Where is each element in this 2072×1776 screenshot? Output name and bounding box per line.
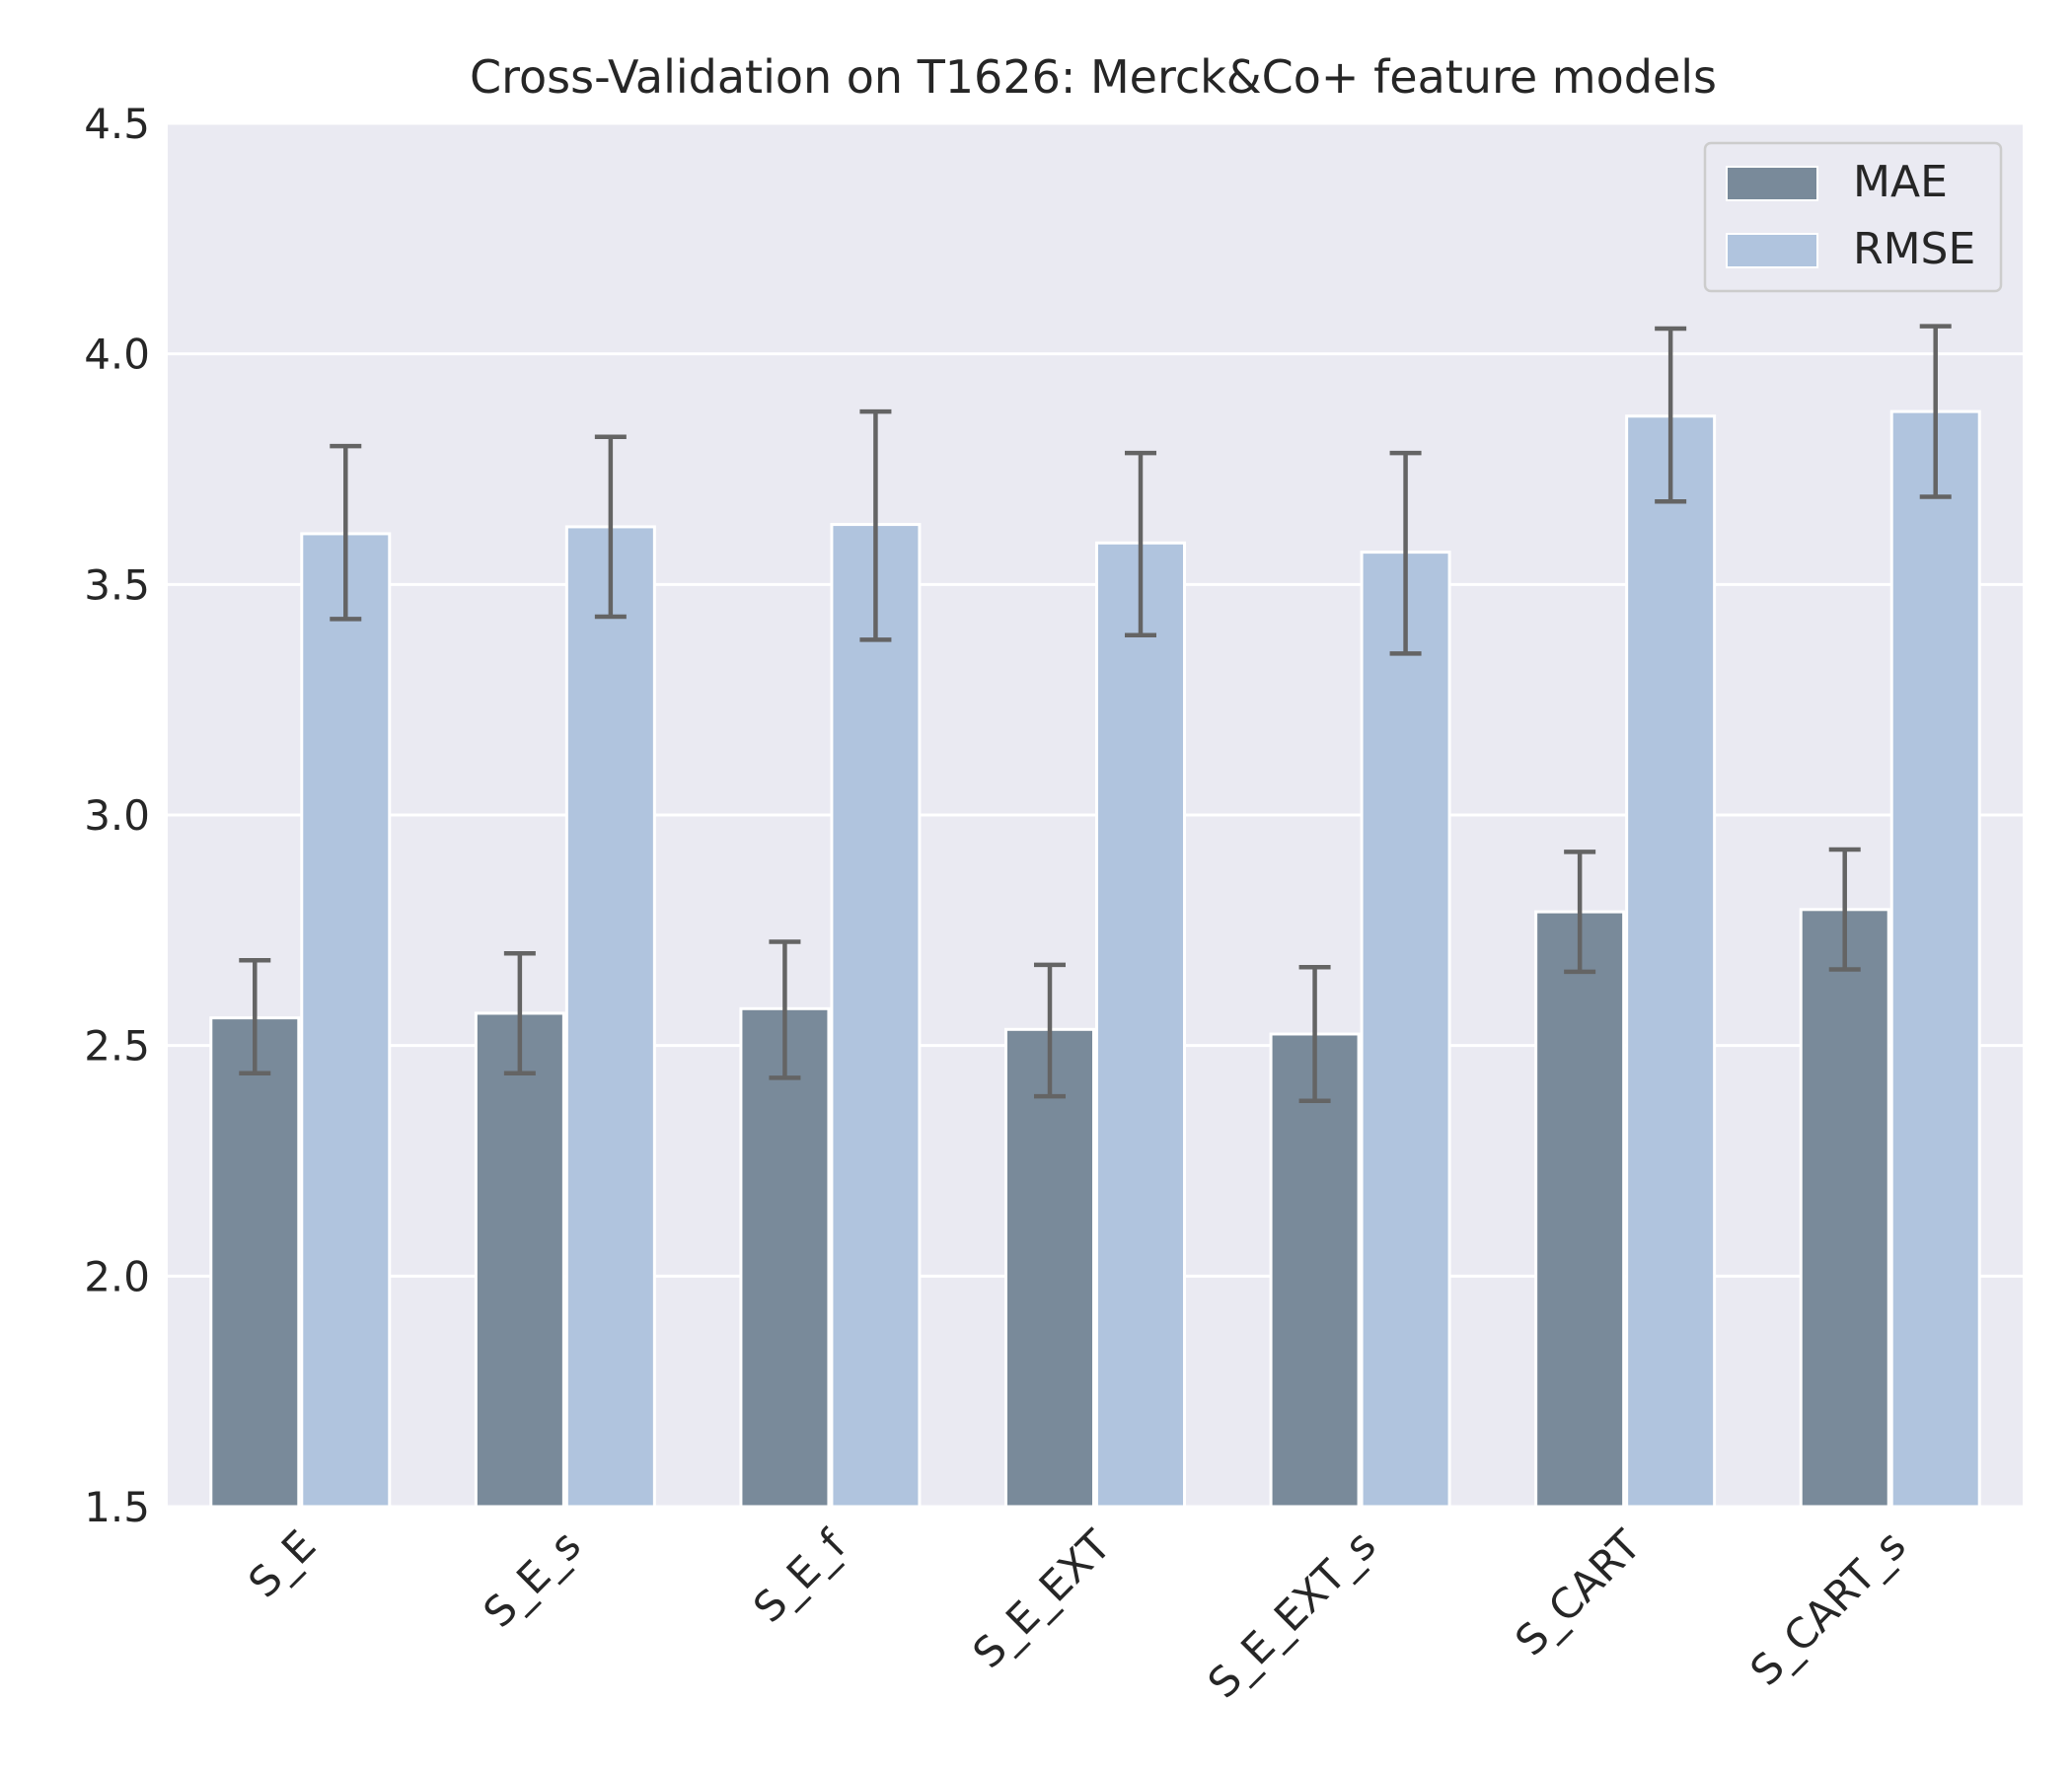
y-tick-label: 3.0	[84, 791, 150, 840]
y-tick-label: 4.0	[84, 331, 150, 379]
bar-mae	[1004, 1027, 1095, 1509]
legend-swatch-rmse	[1726, 233, 1818, 268]
legend: MAE RMSE	[1703, 141, 2003, 293]
x-tick-label: S_CART_s	[1740, 1520, 1914, 1694]
bar-mae	[1269, 1032, 1361, 1509]
x-tick-label: S_E_EXT	[963, 1520, 1120, 1677]
bar-mae	[1534, 910, 1626, 1509]
legend-label-rmse: RMSE	[1853, 224, 1975, 274]
y-tick-label: 1.5	[84, 1483, 150, 1531]
bar-mae	[474, 1011, 565, 1509]
bar-rmse	[1889, 409, 1981, 1509]
y-tick-label: 2.0	[84, 1252, 150, 1300]
legend-label-mae: MAE	[1853, 157, 1948, 207]
y-tick-label: 4.5	[84, 100, 150, 148]
chart-title: Cross-Validation on T1626: Merck&Co+ fea…	[470, 50, 1717, 104]
y-tick-label: 3.5	[84, 560, 150, 609]
bar-rmse	[830, 523, 922, 1509]
x-tick-label: S_E	[239, 1520, 325, 1606]
x-tick-label: S_E_f	[744, 1520, 855, 1632]
bar-rmse	[1095, 541, 1186, 1509]
bar-rmse	[1360, 551, 1451, 1509]
bar-rmse	[1625, 414, 1717, 1509]
bar-mae	[739, 1006, 831, 1509]
x-tick-label: S_E_EXT_s	[1199, 1520, 1385, 1707]
bar-rmse	[300, 532, 392, 1509]
plot-area: 1.5 2.0 2.5 3.0 3.5 4.0 4.5 S_E S_E_s S_E_f S_E_EX…	[84, 100, 2023, 1707]
bar-mae	[209, 1016, 301, 1509]
bar-mae	[1799, 908, 1890, 1509]
bar-rmse	[564, 525, 656, 1509]
x-tick-label: S_E_s	[474, 1520, 589, 1636]
y-tick-label: 2.5	[84, 1022, 150, 1071]
x-tick-label: S_CART	[1506, 1520, 1650, 1665]
legend-swatch-mae	[1726, 166, 1818, 201]
